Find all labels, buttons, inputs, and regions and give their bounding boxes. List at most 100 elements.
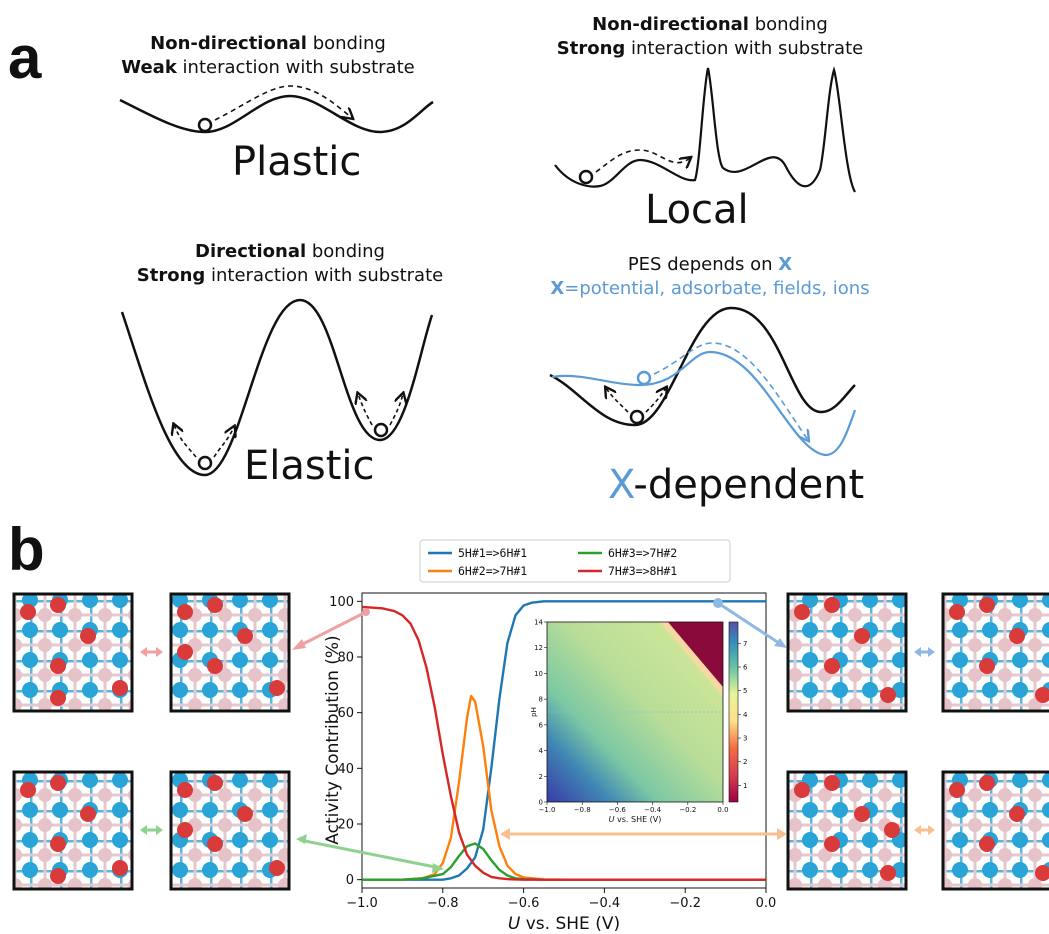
plastic-line1-rest: bonding bbox=[306, 33, 386, 54]
elastic-curve bbox=[120, 298, 434, 477]
local-label: Local bbox=[645, 187, 749, 233]
xdep-curve-black bbox=[549, 306, 856, 427]
chart-xlabel: U vs. SHE (V) bbox=[508, 914, 620, 934]
heatmap-ylabel: pH bbox=[530, 707, 538, 717]
xdep-particle-black bbox=[629, 409, 645, 425]
local-pes bbox=[554, 66, 856, 193]
inset-y-tick-label: 2 bbox=[539, 773, 543, 781]
plastic-line2-bold: Weak bbox=[121, 57, 177, 78]
colorbar-tick-label: 7 bbox=[743, 640, 747, 648]
legend-label-series-1: 5H#1=>6H#1 bbox=[458, 546, 527, 560]
xdep-curve-blue bbox=[551, 350, 857, 457]
inset-x-tick-label: 0.0 bbox=[717, 806, 728, 814]
local-line1-rest: bonding bbox=[748, 14, 828, 35]
elastic-line1-bold: Directional bbox=[195, 241, 307, 262]
plastic-hop-arrow bbox=[214, 85, 352, 121]
inset-x-tick-label: −0.4 bbox=[644, 806, 662, 814]
elastic-particle-left bbox=[197, 455, 213, 471]
x-tick-label: 0.0 bbox=[756, 896, 777, 911]
legend-label-series-4: 7H#3=>8H#1 bbox=[608, 564, 677, 578]
structure-right-top-2 bbox=[941, 592, 1049, 713]
chart-xlabel-italic: U bbox=[508, 914, 521, 934]
series-line-1 bbox=[362, 600, 766, 881]
xdep-label-x: X bbox=[608, 462, 634, 508]
colorbar-tick-label: 2 bbox=[743, 758, 747, 766]
y-tick-label: 0 bbox=[346, 873, 354, 888]
plastic-label: Plastic bbox=[232, 139, 362, 185]
heatmap-xlabel: U vs. SHE (V) bbox=[609, 815, 662, 824]
inset-heatmap: −1.0 −0.8 −0.6 −0.4 −0.2 0.002468101214123456… bbox=[530, 619, 748, 825]
xdep-label: X-dependent bbox=[608, 465, 864, 505]
xdep-label-rest: -dependent bbox=[633, 462, 865, 508]
legend-label-series-3: 6H#3=>7H#2 bbox=[608, 546, 677, 560]
local-line2-rest: interaction with substrate bbox=[625, 38, 864, 59]
elastic-line1-rest: bonding bbox=[306, 241, 385, 262]
local-line2-bold: Strong bbox=[556, 38, 626, 59]
structure-right-top-1 bbox=[786, 592, 908, 713]
series-line-4 bbox=[361, 605, 766, 881]
structure-left-bottom-1 bbox=[12, 770, 134, 891]
structure-left-top-1 bbox=[12, 592, 134, 713]
inset-x-tick-label: −0.8 bbox=[574, 806, 591, 814]
heatmap-colorbar bbox=[728, 621, 739, 803]
callout-arrows bbox=[292, 598, 787, 873]
elastic-label: Elastic bbox=[244, 443, 375, 489]
elastic-particle-right bbox=[373, 422, 389, 438]
x-tick-label: −1.0 bbox=[346, 896, 378, 911]
xdep-particle-blue bbox=[636, 370, 652, 386]
local-line1-bold: Non-directional bbox=[592, 14, 749, 35]
xdep-line2-x: X bbox=[550, 278, 565, 299]
x-tick-label: −0.2 bbox=[669, 896, 701, 911]
x-tick-label: −0.8 bbox=[427, 896, 459, 911]
elastic-line2-bold: Strong bbox=[136, 265, 206, 286]
panel-b-letter: b bbox=[8, 516, 45, 583]
structure-right-bottom-2 bbox=[941, 770, 1049, 891]
panel-a-letter: a bbox=[8, 24, 42, 91]
inset-y-tick-label: 10 bbox=[534, 670, 543, 678]
chart-legend: 5H#1=>6H#1 6H#2=>7H#1 6H#3=>7H#2 7H#3=>8… bbox=[419, 539, 731, 583]
colorbar-tick-label: 1 bbox=[743, 782, 747, 790]
xdep-line1-pre: PES depends on bbox=[627, 254, 779, 275]
colorbar-tick-label: 3 bbox=[743, 735, 747, 743]
xdep-hop-arrow bbox=[653, 342, 808, 440]
heatmap-xlabel-italic: U bbox=[609, 815, 615, 824]
y-tick-label: 80 bbox=[337, 651, 354, 666]
y-tick-label: 60 bbox=[337, 706, 354, 721]
inset-y-tick-label: 6 bbox=[539, 721, 544, 729]
structure-arrows bbox=[140, 647, 935, 835]
legend-label-series-2: 6H#2=>7H#1 bbox=[458, 564, 527, 578]
inset-x-tick-label: −1.0 bbox=[539, 806, 556, 814]
xdep-line1-x: X bbox=[778, 254, 793, 275]
inset-y-tick-label: 4 bbox=[539, 747, 544, 755]
plastic-particle bbox=[197, 117, 213, 133]
inset-x-tick-label: −0.6 bbox=[609, 806, 627, 814]
y-tick-label: 100 bbox=[329, 595, 354, 610]
elastic-caption: Directional bonding Strong interaction w… bbox=[110, 240, 470, 288]
inset-y-tick-label: 14 bbox=[534, 619, 543, 627]
local-caption: Non-directional bonding Strong interacti… bbox=[530, 13, 890, 61]
colorbar-tick-label: 5 bbox=[743, 687, 747, 695]
heatmap-xlabel-rest: vs. SHE (V) bbox=[614, 815, 661, 824]
heatmap-ticks: −1.0 −0.8 −0.6 −0.4 −0.2 0.002468101214123456… bbox=[534, 619, 748, 815]
plastic-line1-bold: Non-directional bbox=[150, 33, 307, 54]
structure-left-top-2 bbox=[169, 592, 291, 713]
heatmap-high-region bbox=[668, 622, 723, 687]
inset-y-tick-label: 12 bbox=[534, 644, 543, 652]
inset-x-tick-label: −0.2 bbox=[679, 806, 696, 814]
xdep-pes bbox=[549, 306, 857, 457]
local-particle bbox=[578, 169, 594, 185]
x-tick-label: −0.6 bbox=[508, 896, 540, 911]
structure-left-bottom-2 bbox=[169, 770, 291, 891]
xdep-caption: PES depends on X X=potential, adsorbate,… bbox=[520, 253, 900, 301]
pes-diagrams bbox=[119, 66, 857, 477]
inset-y-tick-label: 8 bbox=[539, 696, 543, 704]
colorbar-tick-label: 4 bbox=[743, 711, 748, 719]
elastic-line2-rest: interaction with substrate bbox=[205, 265, 444, 286]
y-tick-label: 40 bbox=[337, 762, 354, 777]
elastic-pes bbox=[120, 298, 434, 477]
local-curve bbox=[554, 66, 856, 193]
inset-y-tick-label: 0 bbox=[539, 799, 543, 807]
